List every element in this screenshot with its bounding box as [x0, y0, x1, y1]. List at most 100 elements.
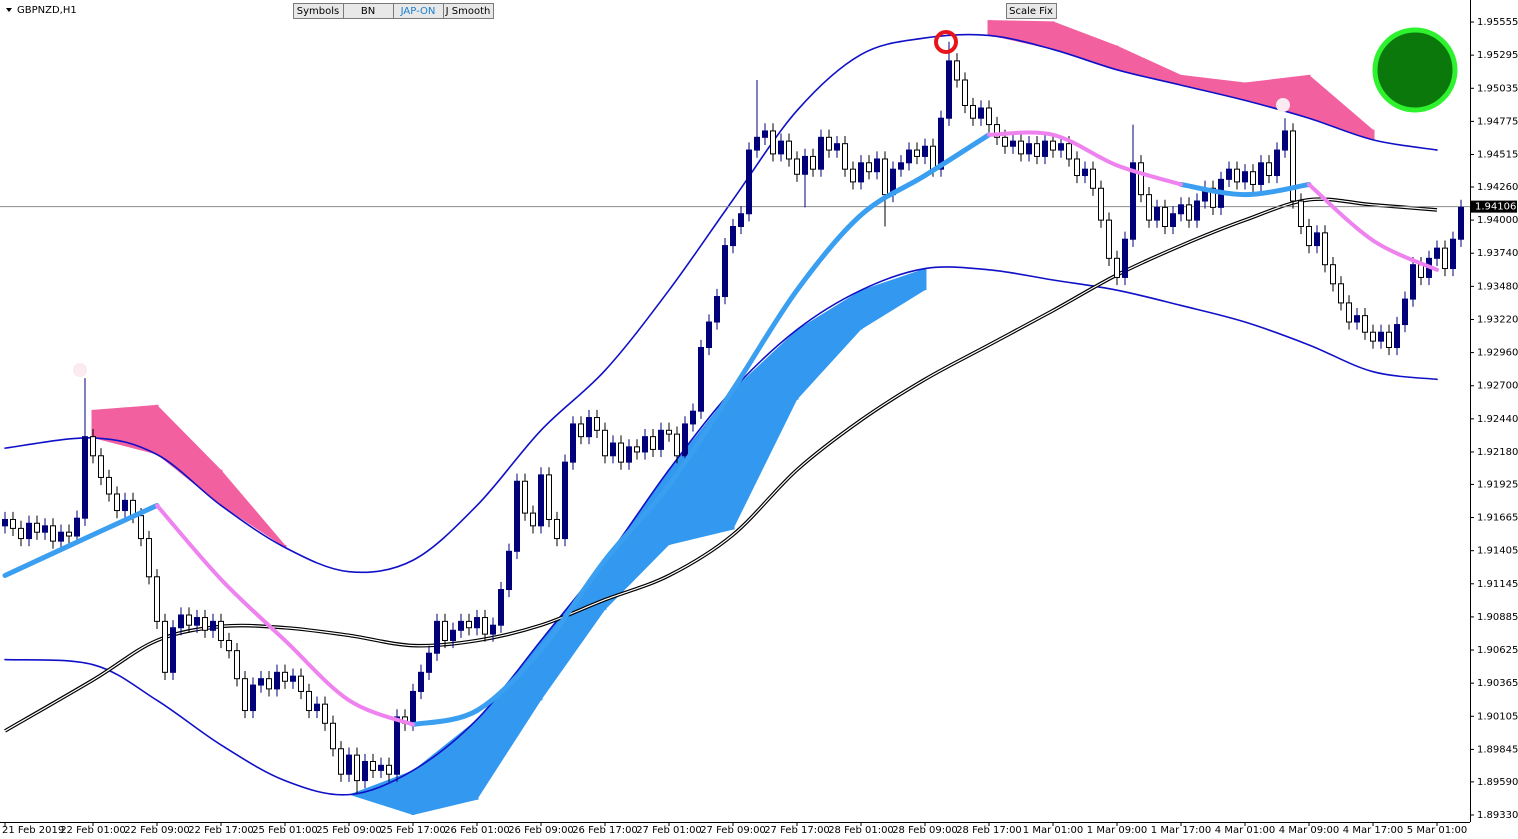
y-tick-label: 1.95035 [1477, 83, 1518, 94]
candle-body [458, 620, 464, 631]
candle-body [330, 722, 336, 750]
indicator-line [4, 198, 1438, 732]
candle-body [914, 149, 920, 157]
candle-body [962, 79, 968, 106]
candle-body [258, 678, 264, 686]
candle-body [426, 652, 432, 673]
candle-body [978, 107, 984, 119]
candle-body [1322, 232, 1328, 266]
candle-body [842, 143, 848, 170]
candle-body [1066, 143, 1072, 160]
chart-title: GBPNZD,H1 [17, 5, 77, 16]
candle-body [210, 620, 216, 631]
candle-body [290, 675, 296, 682]
last-price-label: 1.94106 [1475, 202, 1516, 213]
candle-body [1010, 140, 1016, 147]
y-tick-label: 1.92180 [1477, 447, 1518, 458]
candle-body [50, 525, 56, 542]
candle-body [506, 550, 512, 591]
x-tick-label: 25 Feb 17:00 [380, 825, 446, 836]
candle-body [314, 703, 320, 712]
candle-body [338, 748, 344, 775]
signal-circle [934, 30, 958, 54]
button-label: J Smooth [445, 6, 491, 17]
candle-body [946, 60, 952, 119]
y-tick-label: 1.91405 [1477, 546, 1518, 557]
y-tick-label: 1.94000 [1477, 215, 1518, 226]
candle-body [106, 476, 112, 495]
button[interactable]: Scale Fix [1006, 3, 1057, 19]
candle-body [442, 620, 448, 641]
y-tick-label: 1.93740 [1477, 248, 1518, 259]
candle-body [722, 245, 728, 298]
candle-body [954, 60, 960, 81]
candle-body [1210, 187, 1216, 208]
candle-body [306, 690, 312, 712]
candle-body [282, 671, 288, 682]
candle-body [538, 474, 544, 527]
candle-body [170, 627, 176, 673]
candle-body [1338, 283, 1344, 304]
candle-body [346, 754, 352, 775]
candle-body [490, 624, 496, 635]
candle-body [818, 136, 824, 170]
candle-body [1178, 204, 1184, 215]
candle-body [1002, 136, 1008, 147]
y-tick-label: 1.90365 [1477, 678, 1518, 689]
candle-body [474, 617, 480, 629]
x-tick-label: 28 Feb 09:00 [892, 825, 958, 836]
candle-body [522, 480, 528, 514]
x-tick-label: 1 Mar 01:00 [1023, 825, 1083, 836]
candle-body [1098, 187, 1104, 221]
candle-body [1226, 168, 1232, 180]
candle-body [650, 436, 656, 450]
button[interactable]: BN [343, 3, 394, 19]
candle-body [266, 678, 272, 690]
candle-body [58, 531, 64, 542]
candle-body [1282, 130, 1288, 151]
candle-body [514, 480, 520, 552]
candle-body [674, 433, 680, 457]
y-tick-label: 1.89330 [1477, 810, 1518, 821]
candle-body [1154, 206, 1160, 221]
x-tick-label: 22 Feb 17:00 [188, 825, 254, 836]
y-tick-label: 1.94515 [1477, 150, 1518, 161]
y-tick-label: 1.92960 [1477, 348, 1518, 359]
candle-body [1354, 315, 1360, 323]
candle-body [1386, 331, 1392, 348]
button[interactable]: JAP-ON [393, 3, 444, 19]
y-tick-label: 1.90885 [1477, 612, 1518, 623]
y-tick-label: 1.91145 [1477, 579, 1518, 590]
candle-body [1194, 200, 1200, 221]
candle-body [362, 760, 368, 782]
candle-body [1042, 140, 1048, 157]
candle-body [482, 617, 488, 635]
candle-body [466, 620, 472, 629]
candle-body [1058, 143, 1064, 151]
candle-body [1442, 247, 1448, 270]
y-tick-label: 1.94775 [1477, 116, 1518, 127]
candle-body [434, 620, 440, 654]
button[interactable]: J Smooth [443, 3, 494, 19]
candle-body [1146, 194, 1152, 221]
candle-body [1138, 162, 1144, 196]
candle-body [82, 436, 88, 519]
y-tick-label: 1.94260 [1477, 182, 1518, 193]
candle-body [570, 423, 576, 463]
x-tick-label: 26 Feb 09:00 [508, 825, 574, 836]
candle-body [1410, 264, 1416, 300]
button[interactable]: Symbols [293, 3, 344, 19]
candle-body [610, 442, 616, 457]
y-tick-label: 1.90105 [1477, 711, 1518, 722]
candle-body [698, 346, 704, 412]
candle-body [1314, 232, 1320, 247]
candle-body [1290, 130, 1296, 202]
candle-body [1258, 162, 1264, 185]
histogram [349, 268, 925, 815]
candle-body [1402, 298, 1408, 326]
candle-body [802, 155, 808, 175]
candle-body [594, 417, 600, 431]
candle-body [786, 140, 792, 160]
menu-arrow[interactable] [6, 8, 12, 12]
candle-body [450, 629, 456, 641]
